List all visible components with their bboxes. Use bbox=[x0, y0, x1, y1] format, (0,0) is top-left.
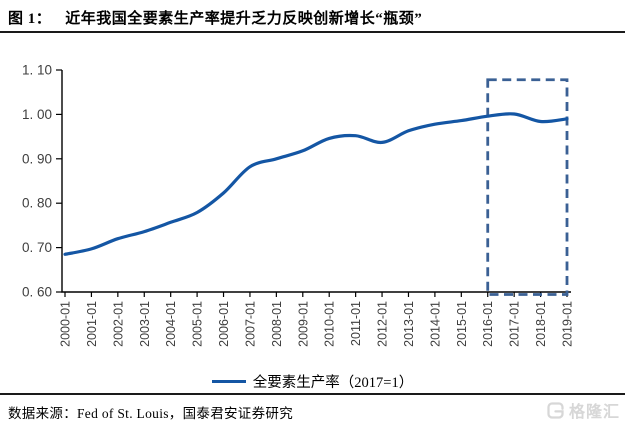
footer-divider bbox=[0, 393, 625, 395]
watermark-text: 格隆汇 bbox=[568, 404, 620, 421]
title-divider bbox=[0, 31, 625, 33]
x-tick-label: 2001-01 bbox=[85, 301, 99, 347]
x-tick-label: 2002-01 bbox=[111, 301, 125, 347]
x-tick-label: 2011-01 bbox=[349, 301, 363, 346]
y-tick-label: 0. 70 bbox=[22, 240, 52, 255]
legend-label: 全要素生产率（2017=1） bbox=[252, 375, 414, 391]
figure-title: 图 1： 近年我国全要素生产率提升乏力反映创新增长“瓶颈” bbox=[8, 7, 617, 28]
highlight-box bbox=[486, 78, 569, 296]
y-tick-label: 1. 10 bbox=[22, 63, 52, 78]
y-tick-label: 0. 60 bbox=[22, 285, 52, 300]
gelonghui-logo-icon bbox=[547, 401, 564, 419]
figure-title-text: 近年我国全要素生产率提升乏力反映创新增长“瓶颈” bbox=[65, 11, 423, 27]
x-tick-label: 2000-01 bbox=[59, 301, 73, 347]
x-tick-label: 2019-01 bbox=[561, 301, 575, 347]
x-tick-label: 2005-01 bbox=[191, 301, 205, 347]
figure-number-label: 图 1： bbox=[8, 11, 52, 27]
x-tick-label: 2013-01 bbox=[402, 301, 416, 347]
x-tick-label: 2016-01 bbox=[481, 301, 495, 347]
x-tick-label: 2012-01 bbox=[376, 301, 390, 347]
x-tick-label: 2006-01 bbox=[217, 301, 231, 347]
x-tick-label: 2008-01 bbox=[270, 301, 284, 347]
x-tick-label: 2015-01 bbox=[455, 301, 469, 347]
legend-line-swatch bbox=[211, 379, 246, 384]
x-tick-label: 2010-01 bbox=[323, 301, 337, 347]
x-tick-label: 2018-01 bbox=[534, 301, 548, 347]
y-tick-label: 0. 90 bbox=[22, 151, 52, 166]
x-tick-label: 2007-01 bbox=[243, 301, 257, 347]
tfp-line bbox=[63, 112, 569, 256]
watermark: 格隆汇 bbox=[545, 398, 620, 422]
x-tick-label: 2017-01 bbox=[508, 301, 522, 347]
x-tick-label: 2003-01 bbox=[138, 301, 152, 347]
chart-legend: 全要素生产率（2017=1） bbox=[0, 371, 625, 392]
x-tick-label: 2004-01 bbox=[164, 301, 178, 347]
x-tick-label: 2009-01 bbox=[296, 301, 310, 347]
x-tick-label: 2014-01 bbox=[428, 301, 442, 347]
y-tick-label: 0. 80 bbox=[22, 196, 52, 211]
axes bbox=[61, 70, 571, 293]
y-tick-label: 1. 00 bbox=[22, 107, 52, 122]
data-source-note: 数据来源：Fed of St. Louis，国泰君安证券研究 bbox=[8, 406, 294, 421]
